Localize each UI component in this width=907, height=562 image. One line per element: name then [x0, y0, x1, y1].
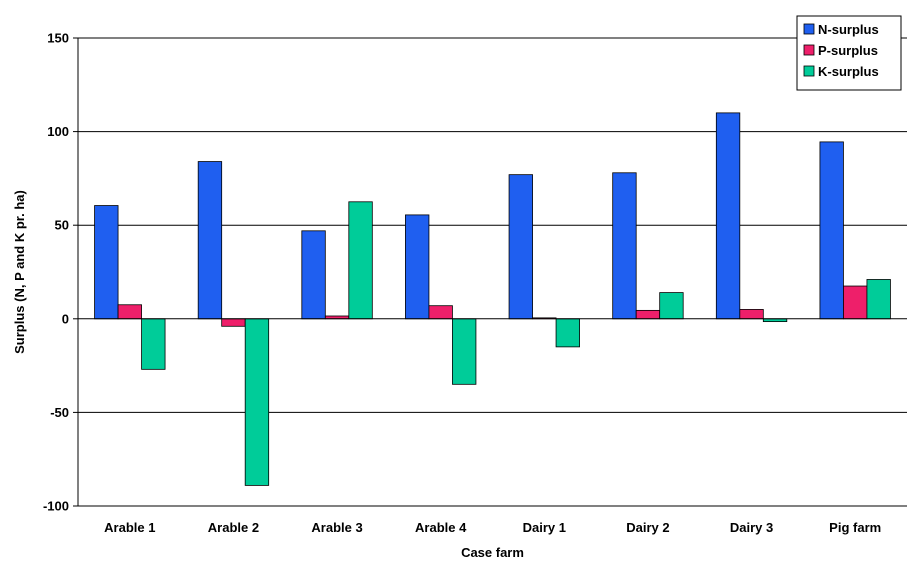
bar-p-surplus-dairy-2: [635, 309, 661, 320]
y-tick-label: -50: [50, 405, 69, 420]
bar-n-surplus-dairy-1: [508, 174, 533, 320]
x-tick-label: Arable 3: [311, 520, 362, 535]
legend-label-n-surplus: N-surplus: [818, 22, 879, 37]
x-tick-label: Arable 1: [104, 520, 155, 535]
y-axis-title: Surplus (N, P and K pr. ha): [12, 190, 27, 354]
bar-p-surplus-arable-1: [117, 304, 142, 320]
x-tick-labels: Arable 1 Arable 2 Arable 3 Arable 4 Dairy 1 D…: [104, 520, 881, 535]
y-tick-label: 50: [55, 218, 69, 233]
y-tick-label: -100: [43, 499, 69, 514]
legend-label-p-surplus: P-surplus: [818, 43, 878, 58]
bar-n-surplus-dairy-3: [715, 112, 741, 320]
bar-k-surplus-arable-2: [244, 318, 270, 486]
y-tick-label: 150: [47, 31, 69, 46]
bar-k-surplus-arable-4: [452, 318, 477, 385]
legend-swatch-k-surplus: [803, 65, 815, 77]
bar-k-surplus-dairy-2: [659, 292, 684, 320]
x-tick-label: Arable 2: [208, 520, 259, 535]
bar-n-surplus-dairy-2: [612, 172, 637, 320]
x-tick-label: Dairy 3: [730, 520, 773, 535]
x-tick-label: Dairy 2: [626, 520, 669, 535]
legend-label-k-surplus: K-surplus: [818, 64, 879, 79]
x-tick-label: Pig farm: [829, 520, 881, 535]
y-tick-labels: 150 100 50 0 -50 -100: [43, 31, 78, 514]
bar-p-surplus-arable-2: [221, 318, 246, 327]
y-tick-label: 0: [62, 311, 69, 326]
y-tick-label: 100: [47, 124, 69, 139]
legend: N-surplus P-surplus K-surplus: [796, 15, 902, 91]
legend-swatch-n-surplus: [803, 23, 815, 35]
bar-p-surplus-arable-4: [428, 305, 453, 320]
legend-swatch-p-surplus: [803, 44, 815, 56]
bar-p-surplus-dairy-3: [739, 309, 764, 320]
bar-n-surplus-arable-2: [197, 161, 223, 320]
bar-k-surplus-arable-3: [348, 201, 373, 320]
bar-k-surplus-arable-1: [141, 318, 166, 370]
axes: [77, 38, 907, 506]
x-tick-label: Arable 4: [415, 520, 467, 535]
bar-p-surplus-pig-farm: [843, 285, 868, 320]
x-tick-label: Dairy 1: [523, 520, 566, 535]
bar-n-surplus-arable-1: [94, 205, 119, 320]
bar-n-surplus-arable-3: [301, 230, 326, 320]
bar-n-surplus-arable-4: [405, 214, 430, 320]
bar-k-surplus-pig-farm: [866, 279, 891, 320]
bar-k-surplus-dairy-1: [555, 318, 580, 348]
bar-n-surplus-pig-farm: [819, 141, 844, 320]
x-axis-title: Case farm: [461, 545, 524, 560]
bars: [94, 112, 891, 486]
